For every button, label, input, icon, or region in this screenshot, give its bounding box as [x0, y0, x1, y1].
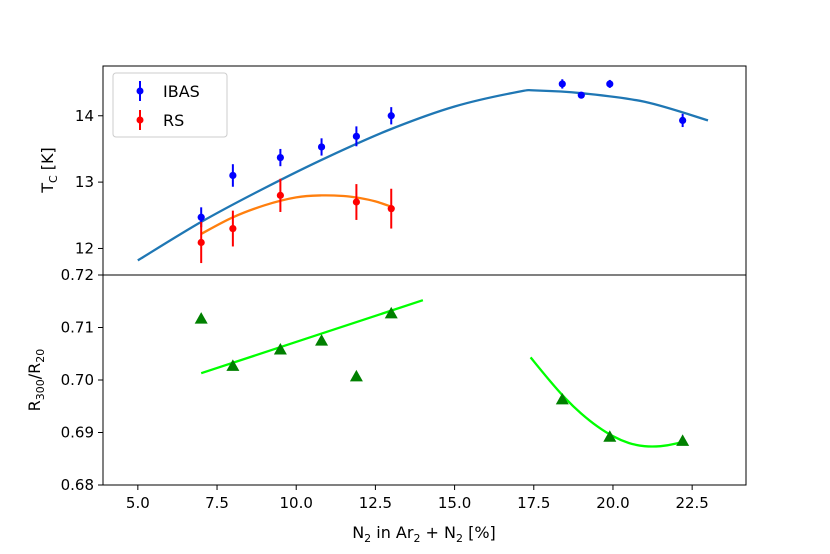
legend: IBAS RS	[112, 72, 228, 138]
rs-point	[387, 205, 395, 213]
rs-point	[229, 224, 237, 233]
top-panel: 12 13 14 TC [K]	[38, 65, 747, 276]
ratio-point	[349, 369, 363, 382]
legend-ibas-label: IBAS	[163, 82, 200, 101]
ibas-point	[558, 80, 566, 88]
ibas-fit-line	[137, 88, 709, 262]
rs-point	[197, 238, 205, 247]
ibas-point	[577, 91, 585, 99]
ratio-point	[555, 392, 569, 405]
top-y-tick-label: 14	[75, 107, 94, 125]
bottom-y-tick-label: 0.71	[61, 319, 94, 337]
x-tick-label: 22.5	[675, 494, 708, 512]
legend-rs-marker	[136, 116, 144, 124]
ratio-point	[226, 359, 240, 371]
rs-point	[276, 191, 284, 199]
bottom-plot-frame	[102, 274, 747, 486]
ratio-point	[676, 434, 690, 446]
legend-entry-rs: RS	[136, 110, 184, 130]
x-tick-label: 15.0	[438, 494, 471, 512]
top-y-axis-label: TC [K]	[38, 147, 60, 194]
ibas-point	[679, 116, 687, 125]
ibas-point	[606, 80, 614, 88]
x-tick-label: 5.0	[126, 494, 150, 512]
rs-fit-line	[200, 194, 392, 235]
top-y-tick-label: 12	[75, 239, 94, 257]
bottom-y-tick-label: 0.69	[61, 424, 94, 442]
ibas-point	[276, 153, 284, 162]
ibas-point	[317, 143, 326, 151]
x-tick-label: 7.5	[205, 494, 229, 512]
ibas-point	[387, 112, 395, 120]
x-tick-label: 20.0	[596, 494, 629, 512]
bottom-y-tick-label: 0.68	[61, 476, 94, 494]
ratio-point	[603, 430, 617, 442]
ratio-point	[384, 306, 398, 319]
ratio-point	[273, 343, 287, 355]
legend-rs-label: RS	[163, 111, 184, 130]
ibas-point	[197, 213, 205, 221]
legend-ibas-marker	[136, 87, 144, 95]
x-axis-label: N2 in Ar2 + N2 [%]	[352, 523, 496, 545]
top-y-tick-label: 13	[75, 173, 94, 191]
x-tick-label: 12.5	[359, 494, 392, 512]
ibas-point	[352, 132, 360, 140]
x-tick-label: 17.5	[517, 494, 550, 512]
x-tick-label: 10.0	[280, 494, 313, 512]
rs-point	[352, 198, 360, 206]
bottom-y-tick-label: 0.70	[61, 371, 94, 389]
ibas-point	[229, 171, 237, 180]
ratio-point	[315, 334, 329, 346]
bottom-y-tick-label: 0.72	[61, 266, 94, 284]
bottom-panel: 0.68 0.69 0.70 0.71 0.72 5.0 7.5 10.0 12.5 15.0 1…	[25, 266, 747, 545]
bottom-y-axis-label: R300/R20	[25, 349, 47, 412]
legend-entry-ibas: IBAS	[136, 81, 200, 101]
linear-fit-line	[200, 299, 424, 375]
ratio-point	[194, 312, 208, 324]
